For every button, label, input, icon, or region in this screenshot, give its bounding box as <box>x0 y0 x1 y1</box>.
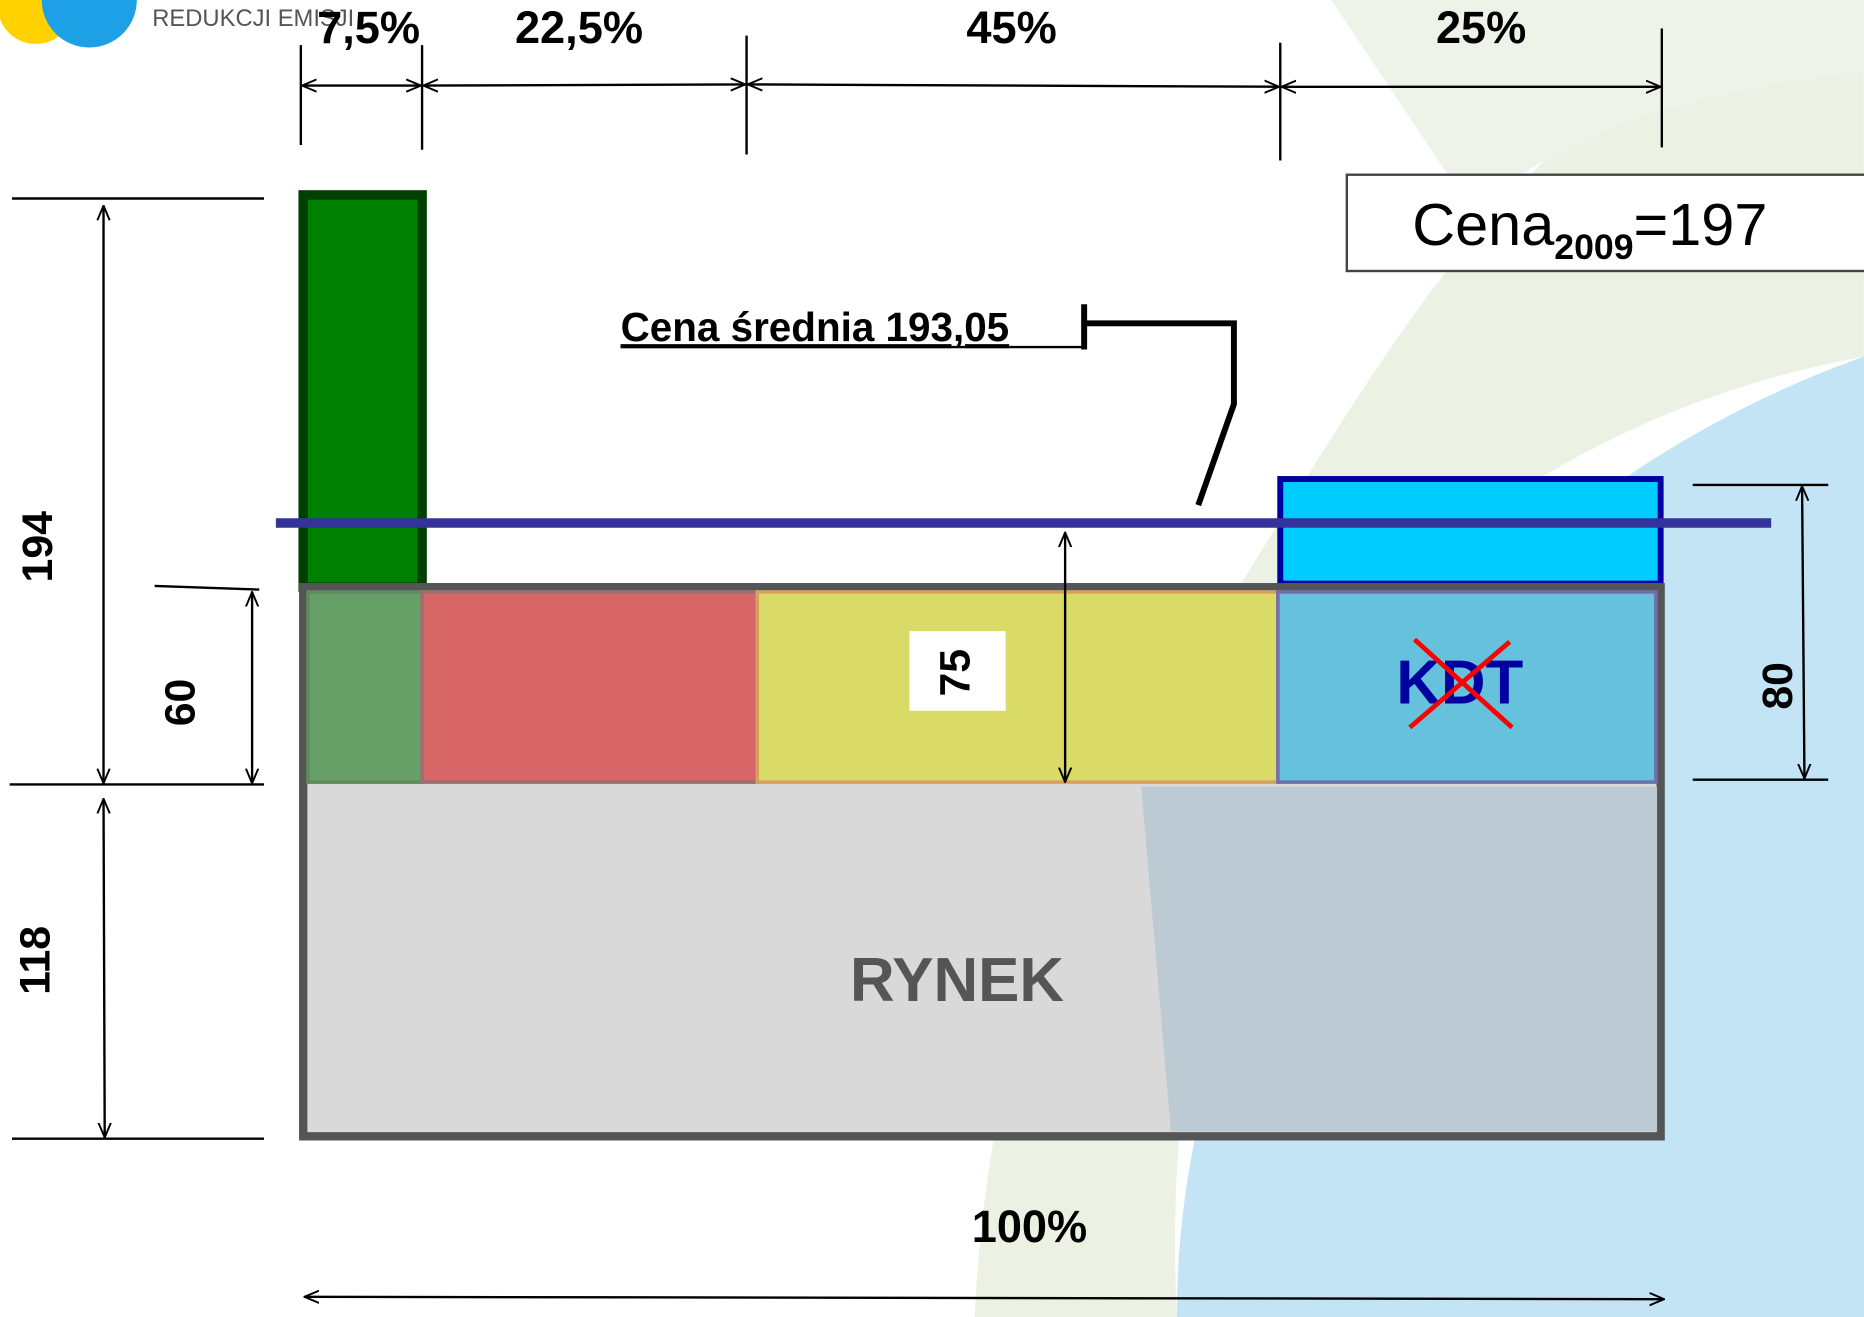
shape <box>306 590 424 784</box>
right-dimension: 80 <box>1692 483 1829 781</box>
market-label: RYNEK <box>850 946 1064 1015</box>
mid-dimension: 75 <box>909 533 1065 783</box>
shape <box>909 631 1006 711</box>
share-label: 7,5% <box>317 2 420 53</box>
avg-price-label: Cena średnia 193,05 <box>621 304 1010 350</box>
shape <box>748 84 1279 86</box>
height-label: 75 <box>931 649 979 697</box>
total-label: 100% <box>972 1201 1088 1252</box>
shape <box>41 0 137 48</box>
shape <box>298 190 427 592</box>
shape <box>1331 0 1864 214</box>
shape <box>1277 476 1664 587</box>
price-box: Cena2009=197 <box>1345 173 1864 273</box>
shape <box>1141 786 1658 1132</box>
height-label: 60 <box>156 679 204 727</box>
shape <box>1345 173 1864 273</box>
top-dimensions: 7,5% 22,5% 45% 25% <box>299 2 1664 161</box>
shape <box>420 590 760 784</box>
height-label: 80 <box>1754 662 1802 710</box>
price-subscript: 2009 <box>1554 227 1633 267</box>
price-suffix: =197 <box>1634 191 1768 258</box>
shape <box>1802 486 1804 778</box>
shape <box>154 584 260 591</box>
left-dimensions: 194 60 118 <box>9 197 264 1140</box>
avg-price-callout: Cena średnia 193,05 <box>621 304 1237 507</box>
share-label: 22,5% <box>515 2 643 53</box>
shape <box>304 1297 1664 1299</box>
blocks: KDT RYNEK <box>275 190 1772 1141</box>
share-label: 25% <box>1436 2 1526 53</box>
price-text: Cena2009=197 <box>1412 191 1767 267</box>
height-label: 194 <box>14 511 62 583</box>
price-base: Cena <box>1412 191 1555 258</box>
height-label: 118 <box>11 926 59 995</box>
logo: REDUKCJI EMISJI <box>0 0 354 48</box>
shape <box>423 84 745 85</box>
shape <box>755 590 1280 784</box>
shape <box>104 799 105 1138</box>
logo-text: REDUKCJI EMISJI <box>152 5 354 32</box>
cross <box>1408 637 1514 730</box>
bottom-dimension: 100% <box>304 1201 1664 1299</box>
shape <box>1081 304 1237 507</box>
share-label: 45% <box>966 2 1056 53</box>
